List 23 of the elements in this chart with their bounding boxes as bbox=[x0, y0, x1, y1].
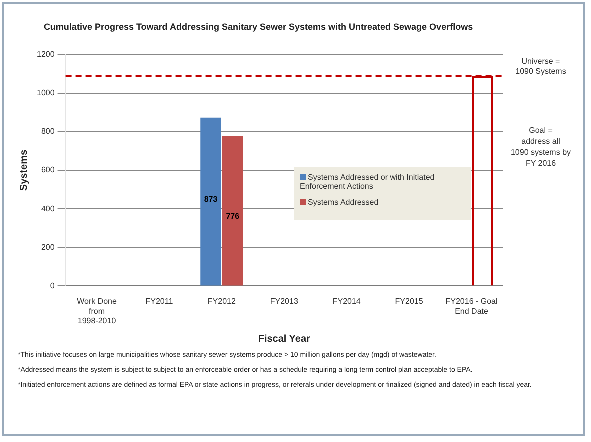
data-label: 776 bbox=[226, 212, 240, 222]
x-axis-title: Fiscal Year bbox=[258, 334, 311, 345]
y-tick-label: 1000 bbox=[37, 88, 56, 98]
y-tick-label: 400 bbox=[41, 204, 56, 214]
x-tick-label: FY2013 bbox=[270, 297, 299, 306]
x-tick-label: FY2014 bbox=[332, 297, 362, 306]
legend-label: Systems Addressed or with Initiated Enforcement Actions bbox=[300, 173, 436, 191]
chart-title: Cumulative Progress Toward Addressing Sanitary Sewer Systems with Untreated Sewage Overflows bbox=[44, 22, 474, 32]
y-tick-label: 1200 bbox=[37, 50, 56, 60]
y-tick-label: 0 bbox=[50, 281, 56, 290]
x-tick-label: FY2016 - Goal End Date bbox=[446, 297, 498, 316]
x-tick-label: FY2012 bbox=[208, 297, 236, 306]
x-tick-label: FY2015 bbox=[395, 297, 424, 306]
data-label: 873 bbox=[204, 194, 218, 204]
y-axis-title: Systems bbox=[18, 149, 30, 192]
y-tick-label: 600 bbox=[41, 166, 56, 175]
y-tick-label: 200 bbox=[41, 242, 56, 252]
ref-line-label: Universe = 1090 Systems bbox=[516, 57, 566, 76]
text: Goal = address all 1090 systems by FY 2016 bbox=[510, 126, 572, 168]
legend-label: Systems Addressed bbox=[307, 198, 380, 207]
x-tick-label: FY2011 bbox=[146, 297, 174, 306]
x-tick-label: Work Done from 1998-2010 bbox=[77, 297, 118, 326]
y-tick-label: 800 bbox=[41, 127, 56, 136]
